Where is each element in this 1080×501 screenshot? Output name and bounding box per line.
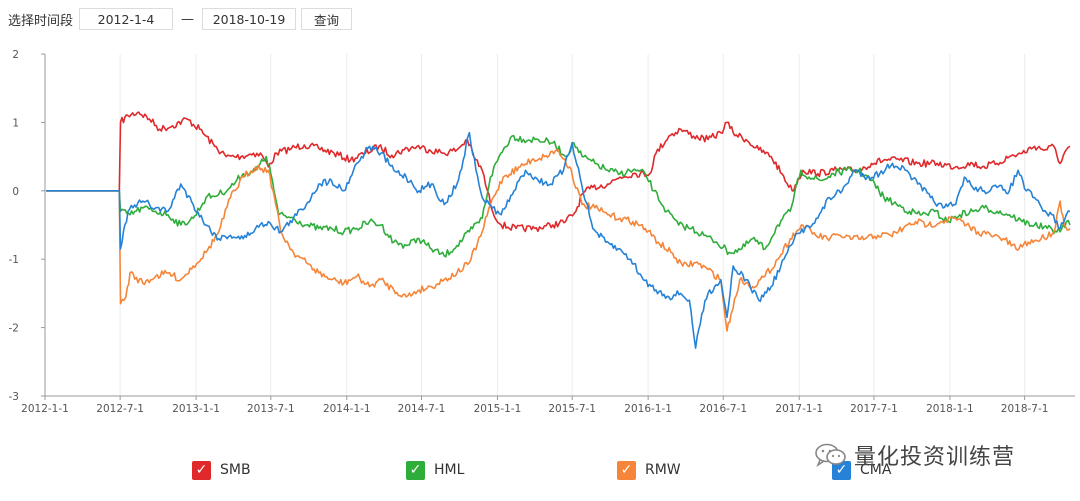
chart-grid <box>44 54 1026 396</box>
x-tick-label: 2014-1-1 <box>323 403 371 415</box>
series-line-cma <box>46 131 1071 349</box>
x-tick-label: 2017-1-1 <box>775 403 823 415</box>
x-tick-label: 2012-1-1 <box>21 403 69 415</box>
x-tick-label: 2012-7-1 <box>96 403 144 415</box>
y-tick-label: -1 <box>9 254 19 266</box>
x-tick-label: 2013-7-1 <box>247 403 295 415</box>
chart-axes: 2012-1-1 2012-7-1 2013-1-1 2013-7-1 2014-1-1… <box>9 49 1075 415</box>
series-line-smb <box>46 111 1071 233</box>
y-tick-label: 2 <box>12 49 19 61</box>
wechat-icon <box>815 443 846 468</box>
legend-item-hml[interactable]: ✓ HML <box>406 458 464 482</box>
query-button[interactable]: 查询 <box>301 8 353 30</box>
legend-label-rmw: RMW <box>645 462 681 478</box>
watermark: 量化投资训练营 <box>814 440 1015 470</box>
x-tick-label: 2017-7-1 <box>850 403 898 415</box>
x-tick-label: 2014-7-1 <box>398 403 446 415</box>
checkbox-checked-icon[interactable]: ✓ <box>406 460 425 480</box>
legend-item-cma[interactable]: ✓ CMA <box>832 458 891 482</box>
date-range-toolbar: 选择时间段 — 查询 <box>8 8 353 30</box>
x-tick-label: 2015-7-1 <box>548 403 596 415</box>
checkbox-checked-icon[interactable]: ✓ <box>192 460 211 480</box>
legend-label-smb: SMB <box>220 462 251 478</box>
chart-series <box>46 111 1071 349</box>
x-tick-label: 2016-1-1 <box>624 403 672 415</box>
legend-label-hml: HML <box>434 462 465 478</box>
y-tick-label: 0 <box>12 186 19 198</box>
start-date-input[interactable] <box>79 8 174 30</box>
x-tick-label: 2018-1-1 <box>926 403 974 415</box>
x-tick-label: 2018-7-1 <box>1001 403 1049 415</box>
legend-item-rmw[interactable]: ✓ RMW <box>617 458 681 482</box>
legend-label-cma: CMA <box>860 462 892 478</box>
watermark-text: 量化投资训练营 <box>854 445 1016 470</box>
series-line-rmw <box>46 149 1071 332</box>
y-tick-label: 1 <box>12 117 19 129</box>
y-tick-label: -3 <box>9 391 19 403</box>
y-tick-label: -2 <box>9 323 19 335</box>
x-tick-label: 2015-1-1 <box>474 403 522 415</box>
legend-item-smb[interactable]: ✓ SMB <box>192 458 251 482</box>
date-range-label: 选择时间段 <box>8 13 74 29</box>
series-line-hml <box>46 134 1071 258</box>
date-separator: — <box>181 11 195 27</box>
x-tick-label: 2016-7-1 <box>699 403 747 415</box>
end-date-input[interactable] <box>202 8 297 30</box>
checkbox-checked-icon[interactable]: ✓ <box>832 460 851 480</box>
checkbox-checked-icon[interactable]: ✓ <box>617 460 636 480</box>
x-tick-label: 2013-1-1 <box>172 403 220 415</box>
